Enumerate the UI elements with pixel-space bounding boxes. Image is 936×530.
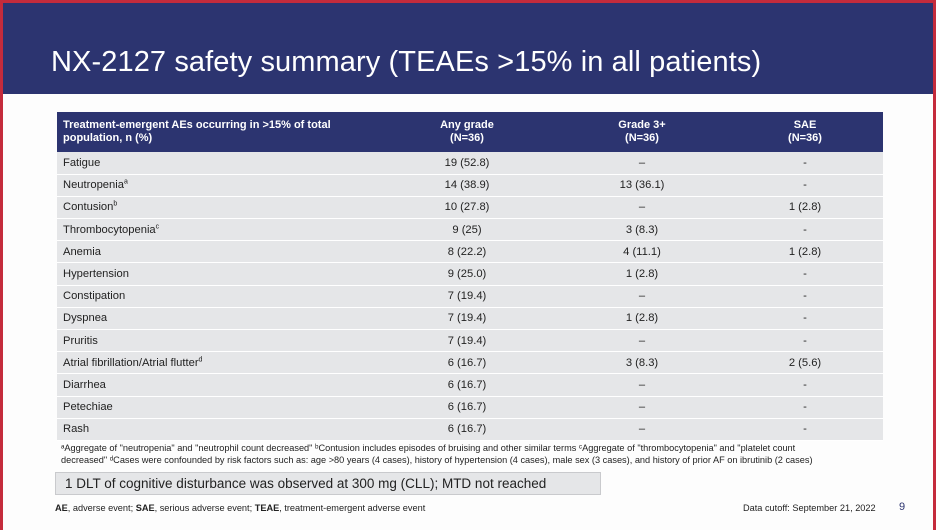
table-row: Constipation 7 (19.4) – - [57,285,883,308]
table-row: Fatigue 19 (52.8) – - [57,152,883,175]
cell-sae: - [727,285,883,308]
table-row: Neutropeniaa 14 (38.9) 13 (36.1) - [57,174,883,197]
cell-any-grade: 6 (16.7) [377,373,557,397]
cell-ae: Pruritis [57,329,377,353]
table-row: Anemia 8 (22.2) 4 (11.1) 1 (2.8) [57,240,883,264]
cell-ae: Fatigue [57,152,377,175]
cell-any-grade: 8 (22.2) [377,240,557,264]
cell-any-grade: 9 (25.0) [377,262,557,286]
cell-any-grade: 10 (27.8) [377,196,557,220]
table-row: Petechiae 6 (16.7) – - [57,396,883,419]
cell-grade3: 13 (36.1) [557,174,727,197]
cell-sae: 1 (2.8) [727,240,883,264]
table-row: Contusionb 10 (27.8) –1 (2.8) [57,196,883,220]
table-row: Rash 6 (16.7) – - [57,418,883,441]
abbr-sae: SAE [135,503,155,513]
table-header-row: Treatment-emergent AEs occurring in >15%… [57,112,883,152]
cell-any-grade: 6 (16.7) [377,351,557,375]
cell-grade3: – [557,152,727,175]
cell-any-grade: 7 (19.4) [377,307,557,331]
footnotes: ᵃAggregate of "neutropenia" and "neutrop… [61,443,881,466]
cell-ae: Constipation [57,285,377,308]
cell-sae: - [727,307,883,331]
abbr-teae-def: , treatment-emergent adverse event [279,503,426,513]
cell-any-grade: 14 (38.9) [377,174,557,197]
cell-sae: - [727,174,883,197]
cell-ae: Diarrhea [57,373,377,397]
cell-grade3: – [557,418,727,441]
data-cutoff: Data cutoff: September 21, 2022 [743,503,876,513]
table-row: Atrial fibrillation/Atrial flutterd 6 (16… [57,351,883,375]
header-grade3: Grade 3+ (N=36) [557,112,727,152]
safety-table: Treatment-emergent AEs occurring in >15%… [57,112,883,441]
cell-ae: Anemia [57,240,377,264]
header-any-grade: Any grade (N=36) [377,112,557,152]
footnote-marker: b [113,200,118,208]
footnote-line-2: decreased" ᵈCases were confounded by ris… [61,454,813,465]
cell-grade3: 4 (11.1) [557,240,727,264]
abbr-ae-def: , adverse event; [67,503,136,513]
cell-grade3: 1 (2.8) [557,307,727,331]
title-bar: NX-2127 safety summary (TEAEs >15% in al… [3,0,933,94]
cell-ae: Neutropeniaa [57,174,377,197]
header-accent-line [3,0,933,3]
cell-sae: 2 (5.6) [727,351,883,375]
cell-grade3: – [557,285,727,308]
dlt-callout-box: 1 DLT of cognitive disturbance was obser… [55,472,601,495]
header-ae: Treatment-emergent AEs occurring in >15%… [57,112,377,152]
footnote-line-1: ᵃAggregate of "neutropenia" and "neutrop… [61,443,796,453]
table-row: Diarrhea 6 (16.7) – - [57,373,883,397]
cell-grade3: 3 (8.3) [557,218,727,242]
cell-ae: Hypertension [57,262,377,286]
cell-sae: - [727,373,883,397]
table-row: Pruritis 7 (19.4) – - [57,329,883,353]
cell-grade3: 1 (2.8) [557,262,727,286]
cell-grade3: – [557,396,727,419]
cell-ae: Petechiae [57,396,377,419]
slide-title: NX-2127 safety summary (TEAEs >15% in al… [51,46,762,78]
cell-ae: Rash [57,418,377,441]
cell-sae: - [727,218,883,242]
cell-any-grade: 6 (16.7) [377,418,557,441]
cell-grade3: – [557,329,727,353]
safety-table-container: Treatment-emergent AEs occurring in >15%… [57,112,883,441]
cell-sae: - [727,329,883,353]
cell-grade3: 3 (8.3) [557,351,727,375]
cell-any-grade: 7 (19.4) [377,329,557,353]
cell-sae: - [727,418,883,441]
table-row: Thrombocytopeniac 9 (25) 3 (8.3) - [57,218,883,242]
cell-grade3: – [557,196,727,220]
table-row: Hypertension 9 (25.0) 1 (2.8) - [57,262,883,286]
footnote-marker: d [198,356,203,364]
footnote-marker: a [123,178,128,186]
cell-any-grade: 19 (52.8) [377,152,557,175]
abbr-sae-def: , serious adverse event; [154,503,255,513]
cell-any-grade: 9 (25) [377,218,557,242]
cell-sae: - [727,152,883,175]
header-sae: SAE (N=36) [727,112,883,152]
page-number: 9 [899,501,906,513]
abbreviations: AE, adverse event; SAE, serious adverse … [55,503,425,513]
cell-grade3: – [557,373,727,397]
cell-any-grade: 6 (16.7) [377,396,557,419]
table-row: Dyspnea 7 (19.4) 1 (2.8) - [57,307,883,331]
cell-any-grade: 7 (19.4) [377,285,557,308]
cell-sae: 1 (2.8) [727,196,883,220]
cell-ae: Contusionb [57,196,377,220]
cell-ae: Atrial fibrillation/Atrial flutterd [57,351,377,375]
cell-ae: Dyspnea [57,307,377,331]
cell-ae: Thrombocytopeniac [57,218,377,242]
abbr-teae: TEAE [254,503,280,513]
cell-sae: - [727,396,883,419]
abbr-ae: AE [55,503,68,513]
footnote-marker: c [155,222,160,230]
cell-sae: - [727,262,883,286]
